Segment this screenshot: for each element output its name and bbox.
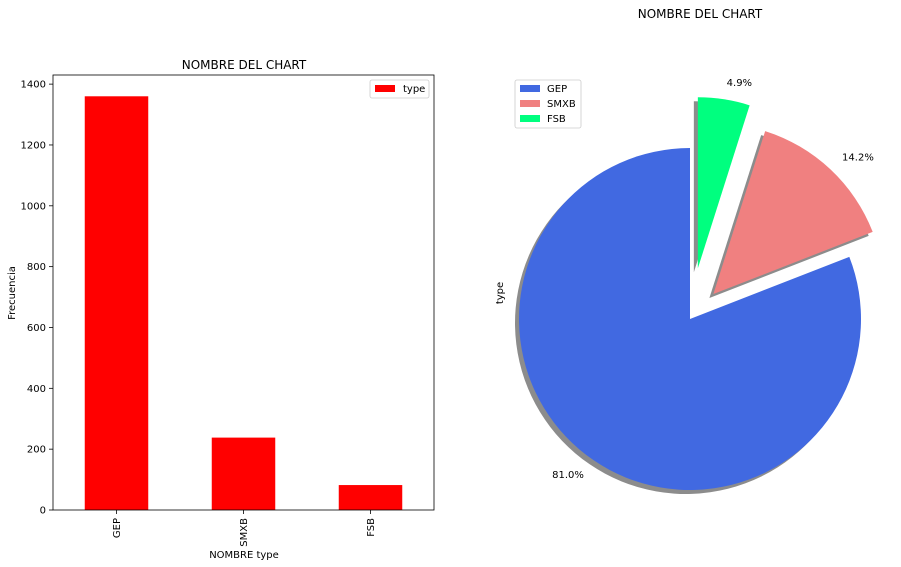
pie-legend-items: GEP SMXB FSB [520, 84, 576, 125]
bar-y-tick-label: 0 [40, 506, 46, 517]
bar-chart: NOMBRE DEL CHART 0 200 400 600 800 1000 1200 14… [7, 58, 435, 561]
pie-wedge-gep [519, 148, 862, 490]
bar-y-tick-label: 1400 [21, 80, 46, 91]
bar-legend-swatch [375, 85, 395, 92]
bar-y-tick-label: 200 [27, 445, 46, 456]
bar-x-tick-label: FSB [366, 518, 377, 537]
bar-legend-box [369, 79, 430, 99]
bar-y-tick-label: 600 [27, 323, 46, 334]
pie-legend-label: SMXB [547, 99, 576, 110]
bar-legend-label: type [403, 84, 425, 95]
bar-legend: type [369, 79, 430, 99]
pie-y-axis-label: type [495, 282, 506, 304]
bar-y-tick-label: 1000 [21, 201, 46, 212]
bar-chart-title: NOMBRE DEL CHART [182, 58, 307, 72]
bar-y-axis-label: Frecuencia [7, 266, 18, 320]
pie-legend-swatch [520, 85, 540, 92]
bar-marks [84, 96, 403, 511]
bar-fsb [338, 485, 403, 510]
pie-legend-swatch [520, 115, 540, 122]
pie-legend-label: FSB [547, 114, 566, 125]
bar-smxb [211, 437, 276, 510]
bar-x-axis-label: NOMBRE type [209, 550, 279, 561]
pie-wedge-smxb [713, 131, 873, 295]
pie-pct-label: 4.9% [727, 78, 752, 89]
bar-x-tick-label: GEP [112, 518, 123, 538]
bar-x-tick-label: SMXB [239, 518, 250, 547]
pie-pct-label: 14.2% [842, 152, 874, 163]
bar-y-tick-label: 800 [27, 262, 46, 273]
bar-gep [84, 96, 149, 511]
pie-legend-label: GEP [547, 84, 567, 95]
bar-y-axis: 0 200 400 600 800 1000 1200 1400 [21, 80, 53, 517]
figure-suptitle: NOMBRE DEL CHART [638, 7, 763, 21]
pie-chart: 81.0% 14.2% 4.9% type GEP SMXB FSB [495, 78, 874, 494]
pie-wedges [519, 97, 873, 490]
bar-plot-frame [52, 74, 435, 511]
pie-wedge-fsb [697, 97, 750, 269]
bar-y-tick-label: 1200 [21, 140, 46, 151]
pie-legend: GEP SMXB FSB [514, 79, 582, 129]
bar-x-axis: GEP SMXB FSB [112, 510, 377, 547]
pie-pct-label: 81.0% [552, 470, 584, 481]
bar-y-tick-label: 400 [27, 384, 46, 395]
pie-labels: 81.0% 14.2% 4.9% [552, 78, 874, 481]
pie-legend-swatch [520, 100, 540, 107]
